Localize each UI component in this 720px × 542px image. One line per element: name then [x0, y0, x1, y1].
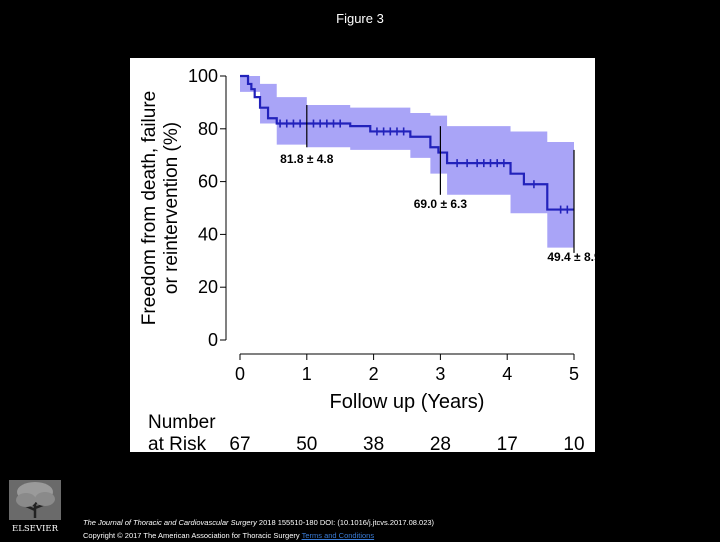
footer-citation: The Journal of Thoracic and Cardiovascul… — [83, 516, 434, 542]
copyright-text: Copyright © 2017 The American Associatio… — [83, 531, 302, 540]
x-tick-label: 0 — [235, 364, 245, 384]
y-tick-label: 20 — [198, 277, 218, 297]
axis-layer — [225, 76, 574, 355]
risk-count: 67 — [229, 434, 250, 452]
x-tick-label: 2 — [369, 364, 379, 384]
risk-count: 10 — [563, 434, 584, 452]
km-chart: 81.8 ± 4.869.0 ± 6.349.4 ± 8.9 020406080… — [139, 66, 595, 452]
risk-table-label-line-1: Number — [148, 412, 216, 433]
survival-curve — [240, 74, 574, 211]
x-tick-label: 3 — [435, 364, 445, 384]
terms-link[interactable]: Terms and Conditions — [301, 531, 375, 540]
risk-count: 38 — [363, 434, 384, 452]
y-tick-label: 60 — [198, 172, 218, 192]
x-axis-label: Follow up (Years) — [330, 391, 485, 413]
citation-line: The Journal of Thoracic and Cardiovascul… — [83, 516, 434, 529]
y-tick-layer: 0 20 40 60 80 100 — [188, 66, 226, 350]
y-tick-label: 0 — [208, 330, 218, 350]
svg-text:ELSEVIER: ELSEVIER — [12, 524, 59, 534]
confidence-band-layer — [240, 76, 574, 253]
copyright-line: Copyright © 2017 The American Associatio… — [83, 529, 434, 542]
slide-title: Figure 3 — [336, 11, 384, 26]
x-tick-label: 1 — [302, 364, 312, 384]
confidence-band — [240, 76, 574, 253]
annotation-label: 69.0 ± 6.3 — [414, 197, 468, 211]
y-axis-label-line-1: Freedom from death, failure — [139, 91, 160, 325]
x-tick-label: 4 — [502, 364, 512, 384]
annotation-layer: 81.8 ± 4.8 69.0 ± 6.3 49.4 ± 8.9 — [280, 105, 595, 264]
survival-curve-layer — [240, 74, 574, 214]
x-tick-layer: 0 1 2 3 4 5 — [235, 354, 579, 384]
risk-count: 28 — [430, 434, 451, 452]
y-tick-label: 100 — [188, 66, 218, 86]
elsevier-logo: ELSEVIER — [6, 478, 64, 536]
risk-count: 50 — [296, 434, 317, 452]
x-tick-label: 5 — [569, 364, 579, 384]
risk-count: 17 — [497, 434, 518, 452]
y-tick-label: 80 — [198, 119, 218, 139]
y-axis-label-line-2: or reintervention (%) — [161, 122, 182, 294]
citation-detail: 2018 155510-180 DOI: (10.1016/j.jtcvs.20… — [256, 518, 435, 527]
y-tick-label: 40 — [198, 224, 218, 244]
journal-name: The Journal of Thoracic and Cardiovascul… — [83, 518, 257, 527]
risk-table-label-line-2: at Risk — [148, 434, 207, 452]
annotation-label: 49.4 ± 8.9 — [547, 250, 595, 264]
risk-table-counts: 67 50 38 28 17 10 — [229, 434, 584, 452]
annotation-label: 81.8 ± 4.8 — [280, 152, 334, 166]
